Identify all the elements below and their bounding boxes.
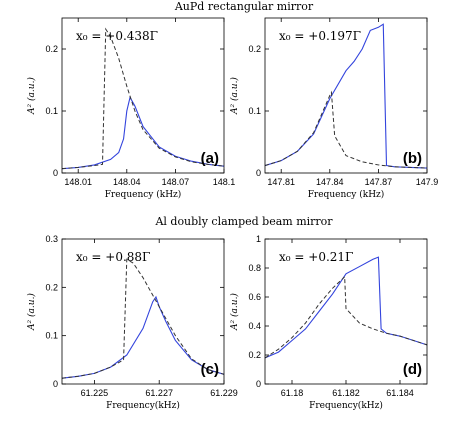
y-tick-label: 0.2 (248, 44, 261, 54)
plot-frame (264, 17, 428, 174)
y-tick-label: 0.3 (45, 234, 58, 244)
x-tick-label: 147.9 (416, 177, 439, 187)
panel-label: (d) (403, 361, 422, 378)
section-title-top: AuPd rectangular mirror (174, 0, 314, 13)
series-line-dashed (61, 27, 225, 170)
annotation-x0: x₀ = +0.438Γ (76, 29, 158, 43)
y-tick-label: 0 (256, 379, 261, 389)
x-tick-label: 148.07 (162, 177, 190, 187)
y-tick-label: 0.8 (248, 263, 261, 273)
x-tick-label: 61.182 (332, 388, 360, 398)
y-tick-label: 0 (256, 168, 261, 178)
plot-frame (61, 17, 225, 174)
x-tick-label: 61.184 (386, 388, 414, 398)
y-tick-label: 0 (53, 168, 58, 178)
plot-frame (61, 238, 225, 385)
chart-panel-a: 148.01 148.04 148.07 148.1 0 0.1 0.2 Frequency … (26, 17, 236, 200)
annotation-x0: x₀ = +0.197Γ (279, 29, 361, 43)
x-axis-label: Frequency(kHz) (106, 400, 180, 411)
x-axis-label: Frequency(kHz) (309, 400, 383, 411)
series-line-dashed (264, 90, 428, 169)
x-tick-label: 61.229 (210, 388, 238, 398)
x-tick-label: 61.225 (81, 388, 109, 398)
y-tick-label: 0.2 (45, 282, 58, 292)
y-axis-label: A² (a.u.) (26, 77, 37, 115)
x-tick-label: 147.84 (316, 177, 344, 187)
x-axis-label: Frequency (kHz) (105, 189, 182, 200)
x-tick-label: 147.81 (267, 177, 295, 187)
chart-panel-b: 147.81 147.84 147.87 147.9 0 0.1 0.2 Frequency … (229, 17, 439, 200)
y-tick-label: 1 (256, 234, 261, 244)
chart-panel-c: 61.225 61.227 61.229 0 0.1 0.2 0.3 Frequency(kH… (26, 234, 238, 411)
panel-label: (a) (201, 150, 219, 167)
annotation-x0: x₀ = +0.21Γ (279, 250, 353, 264)
panel-label: (c) (201, 361, 219, 378)
series-line-dashed (61, 258, 225, 379)
y-tick-label: 0.6 (248, 292, 261, 302)
annotation-x0: x₀ = +0.88Γ (76, 250, 150, 264)
y-tick-label: 0.1 (45, 106, 58, 116)
y-tick-label: 0 (53, 379, 58, 389)
x-tick-label: 148.1 (213, 177, 236, 187)
x-tick-label: 148.01 (64, 177, 92, 187)
y-tick-label: 0.2 (45, 44, 58, 54)
y-tick-label: 0.2 (248, 350, 261, 360)
x-tick-label: 148.04 (113, 177, 141, 187)
y-axis-label: A² (a.u.) (229, 293, 240, 331)
y-tick-label: 0.4 (248, 321, 261, 331)
series-line-solid (264, 23, 428, 169)
section-title-bottom: Al doubly clamped beam mirror (154, 215, 333, 228)
y-axis-label: A² (a.u.) (26, 293, 37, 331)
x-axis-label: Frequency (kHz) (308, 189, 385, 200)
y-tick-label: 0.1 (248, 106, 261, 116)
x-tick-label: 61.18 (281, 388, 304, 398)
chart-panel-d: 61.18 61.182 61.184 0 0.2 0.4 0.6 0.8 1 Frequency… (229, 234, 428, 411)
y-axis-label: A² (a.u.) (229, 77, 240, 115)
series-line-dashed (264, 275, 428, 359)
x-tick-label: 61.227 (145, 388, 173, 398)
panel-label: (b) (403, 150, 422, 167)
x-tick-label: 147.87 (365, 177, 393, 187)
y-tick-label: 0.1 (45, 331, 58, 341)
